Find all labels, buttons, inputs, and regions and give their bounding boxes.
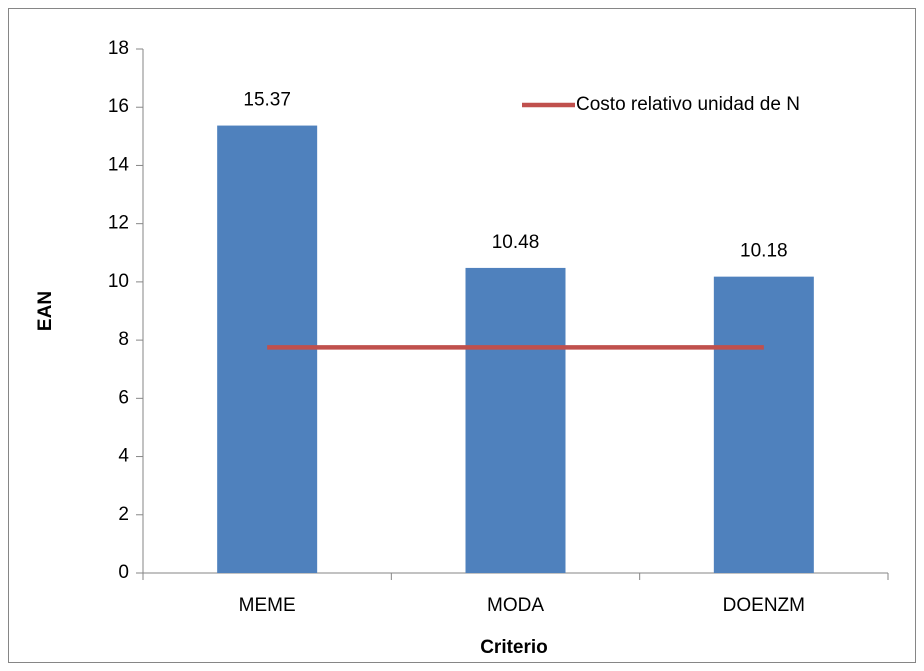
x-tick-label: MODA [487, 595, 544, 616]
x-axis-label: Criterio [480, 637, 548, 658]
y-tick-label: 18 [108, 38, 129, 59]
y-tick-label: 16 [108, 96, 129, 117]
bar [713, 276, 814, 573]
value-label: 15.37 [243, 90, 291, 111]
y-tick-label: 6 [118, 387, 129, 408]
x-tick-label: MEME [239, 595, 296, 616]
value-label: 10.18 [740, 241, 788, 262]
bar [465, 267, 566, 573]
y-tick-label: 14 [108, 154, 130, 175]
y-tick-label: 0 [118, 562, 129, 583]
y-tick-label: 8 [118, 329, 129, 350]
y-axis-label: EAN [35, 291, 56, 331]
value-label: 10.48 [492, 232, 540, 253]
x-tick-label: DOENZM [723, 595, 805, 616]
y-tick-label: 12 [108, 213, 129, 234]
y-tick-label: 2 [118, 504, 129, 525]
y-tick-label: 4 [118, 446, 129, 467]
legend-label: Costo relativo unidad de N [576, 94, 800, 115]
y-tick-label: 10 [108, 271, 129, 292]
